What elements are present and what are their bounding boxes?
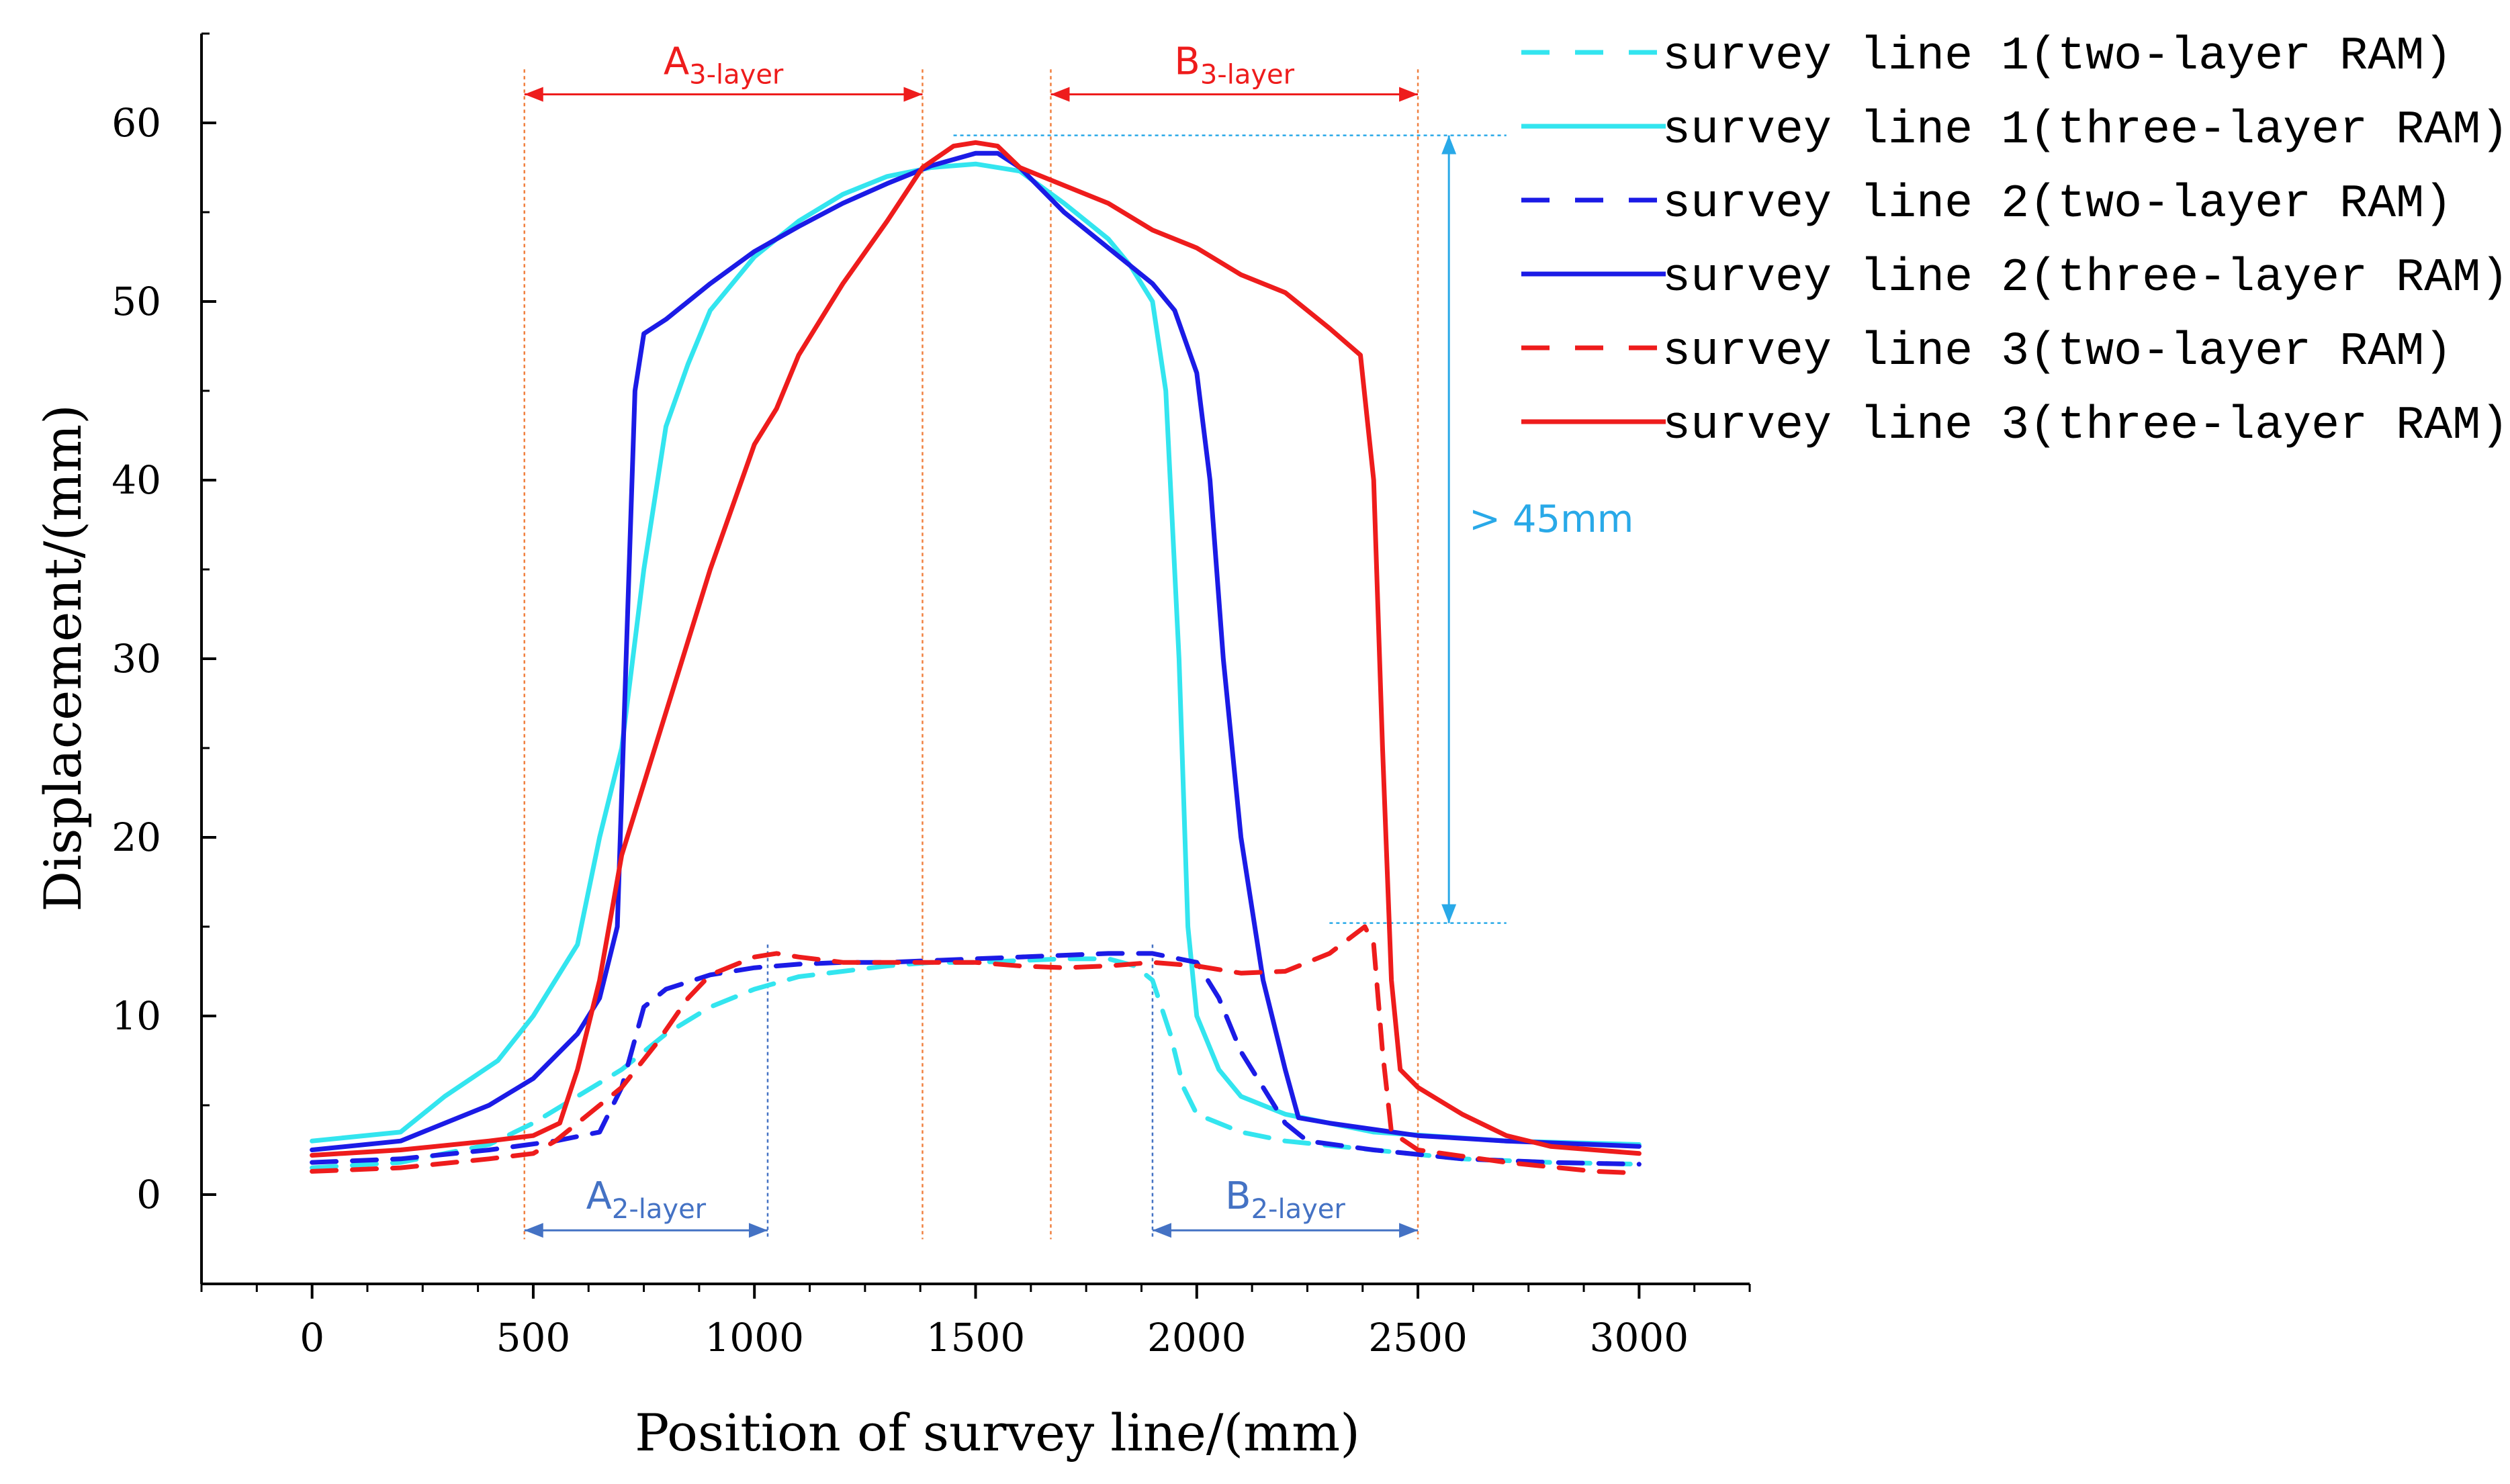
a2-label-sub: 2-layer xyxy=(612,1194,707,1225)
gap-label: > 45mm xyxy=(1469,498,1633,541)
b2-label-main: B xyxy=(1225,1174,1251,1218)
b2-arrow-head-right xyxy=(1399,1223,1419,1238)
b3-label-sub: 3-layer xyxy=(1200,59,1295,90)
y-tick-label: 50 xyxy=(111,279,161,324)
legend-label-5: survey line 3(two-layer RAM) xyxy=(1662,326,2452,379)
series-line-3 xyxy=(310,951,1642,1167)
x-axis-title: Position of survey line/(mm) xyxy=(635,1403,1360,1463)
x-tick-label: 2500 xyxy=(1368,1315,1468,1360)
legend-label-3: survey line 2(two-layer RAM) xyxy=(1662,178,2452,231)
legend-label-2: survey line 1(three-layer RAM) xyxy=(1662,104,2509,157)
x-tick-label: 1000 xyxy=(705,1315,804,1360)
y-tick-label: 0 xyxy=(136,1172,161,1217)
y-tick-label: 20 xyxy=(111,815,161,860)
y-tick-label: 30 xyxy=(111,636,161,682)
a3-arrow-head-left xyxy=(524,87,543,102)
a2-label-main: A xyxy=(586,1174,612,1218)
y-tick-label: 40 xyxy=(111,457,161,503)
legend: survey line 1(two-layer RAM) survey line … xyxy=(1521,30,2509,453)
b3-arrow-head-right xyxy=(1399,87,1419,102)
x-tick-label: 0 xyxy=(300,1315,324,1360)
legend-label-1: survey line 1(two-layer RAM) xyxy=(1662,30,2452,83)
a3-label: A3-layer xyxy=(664,40,784,90)
series-line-2 xyxy=(310,161,1642,1147)
x-tick-label: 3000 xyxy=(1590,1315,1689,1360)
legend-label-6: survey line 3(three-layer RAM) xyxy=(1662,400,2509,453)
x-tick-label: 1500 xyxy=(926,1315,1026,1360)
y-axis-title: Displacement/(mm) xyxy=(33,404,93,912)
b2-label: B2-layer xyxy=(1225,1174,1345,1225)
a2-label: A2-layer xyxy=(586,1174,707,1225)
x-tick-label: 2000 xyxy=(1147,1315,1247,1360)
b3-arrow-head-left xyxy=(1050,87,1070,102)
legend-label-4: survey line 2(three-layer RAM) xyxy=(1662,252,2509,305)
a3-label-main: A xyxy=(664,40,689,83)
gap-arrow-head-bottom xyxy=(1441,904,1457,923)
gap-arrow-head-top xyxy=(1441,135,1457,154)
b2-label-sub: 2-layer xyxy=(1251,1194,1346,1225)
series-line-5 xyxy=(310,924,1642,1176)
series-lines xyxy=(310,140,1642,1176)
a2-arrow-head-right xyxy=(748,1223,768,1238)
series-line-1 xyxy=(310,956,1642,1170)
a3-label-sub: 3-layer xyxy=(689,59,784,90)
b2-arrow xyxy=(1152,1223,1419,1238)
a3-arrow-head-right xyxy=(903,87,923,102)
b3-label: B3-layer xyxy=(1174,40,1294,90)
y-tick-label: 10 xyxy=(111,993,161,1039)
series-line-6 xyxy=(310,140,1642,1158)
y-tick-label: 60 xyxy=(111,100,161,146)
guide-lines xyxy=(523,69,1507,1240)
b3-arrow xyxy=(1050,87,1419,102)
b3-label-main: B xyxy=(1174,40,1200,83)
a2-arrow-head-left xyxy=(524,1223,543,1238)
axes: 0 500 1000 1500 2000 2500 3000 0 10 20 30 40 50 60 xyxy=(111,32,1751,1360)
series-line-4 xyxy=(310,150,1642,1152)
gap-arrow xyxy=(1441,135,1457,923)
a3-arrow xyxy=(524,87,923,102)
x-tick-label: 500 xyxy=(496,1315,571,1360)
a2-arrow xyxy=(524,1223,768,1238)
b2-arrow-head-left xyxy=(1152,1223,1171,1238)
